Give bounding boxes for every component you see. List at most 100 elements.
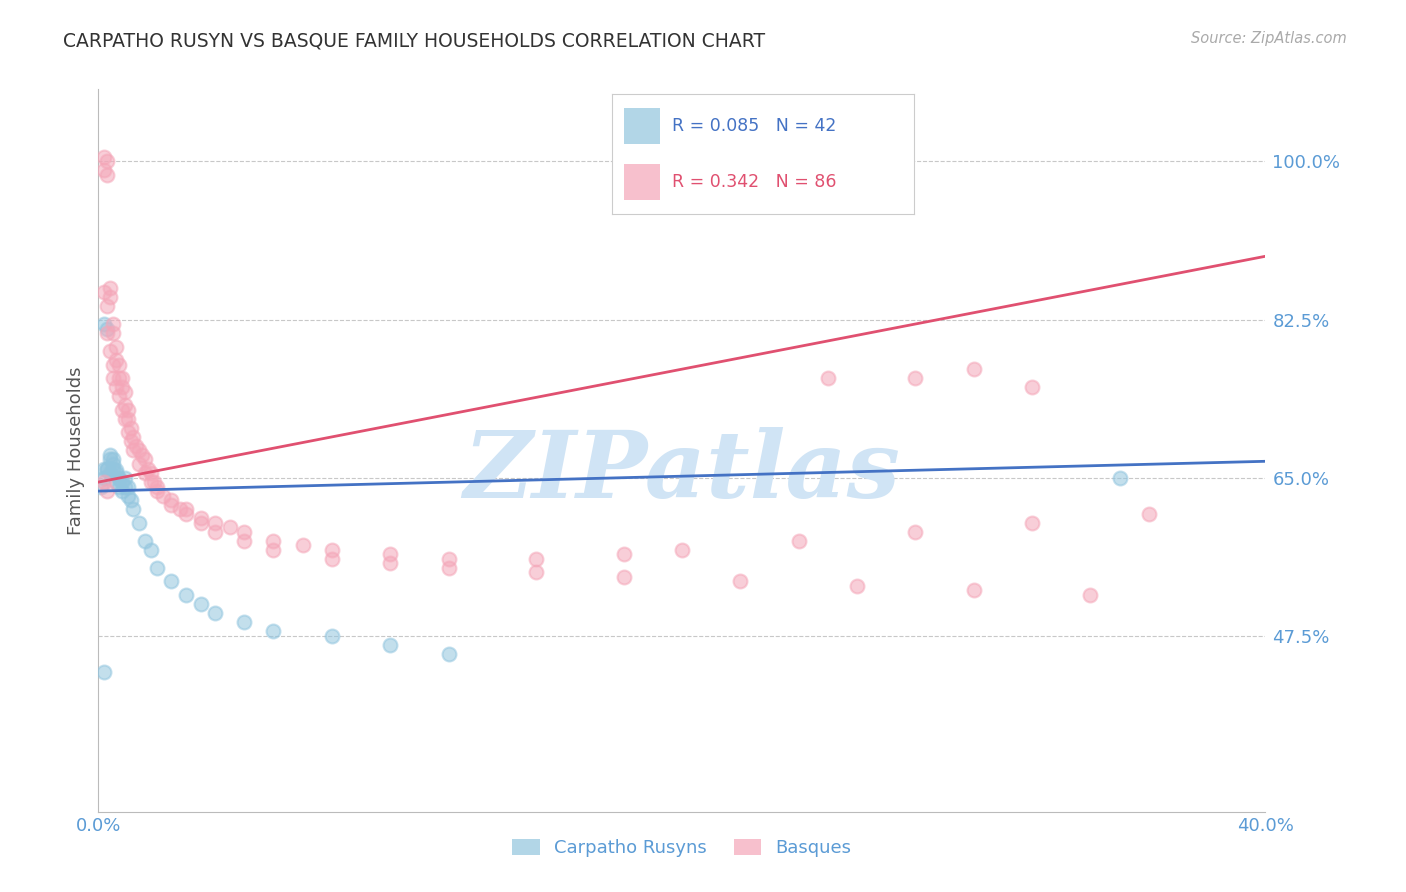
Point [104, 340, 127, 354]
Point [117, 489, 139, 503]
Point [96, 299, 118, 313]
Point [93, 150, 115, 164]
Bar [624, 163, 659, 200]
Point [111, 402, 134, 417]
Point [846, 579, 869, 593]
Point [93, 475, 115, 489]
Point [904, 371, 927, 385]
Point [111, 371, 134, 385]
Point [262, 624, 284, 639]
Point [108, 358, 131, 372]
Point [98, 290, 121, 304]
Point [1080, 588, 1102, 602]
Point [146, 561, 169, 575]
Point [104, 475, 127, 489]
Point [233, 615, 256, 629]
Point [204, 606, 226, 620]
Point [233, 533, 256, 548]
Point [128, 516, 150, 530]
Point [524, 551, 547, 566]
Point [612, 570, 634, 584]
Point [96, 461, 118, 475]
Point [139, 466, 162, 480]
Point [380, 557, 402, 571]
Point [612, 547, 634, 561]
Point [262, 542, 284, 557]
Point [114, 480, 136, 494]
Point [120, 434, 142, 449]
Text: R = 0.342   N = 86: R = 0.342 N = 86 [672, 172, 837, 191]
Point [204, 524, 226, 539]
Point [93, 461, 115, 475]
Point [962, 583, 984, 598]
Point [96, 168, 118, 182]
Point [134, 452, 156, 467]
Point [146, 480, 169, 494]
Point [104, 380, 127, 394]
Point [380, 638, 402, 652]
Point [114, 398, 136, 412]
Text: ZIPatlas: ZIPatlas [464, 427, 900, 517]
Point [111, 380, 134, 394]
Point [101, 371, 124, 385]
Point [96, 154, 118, 169]
Point [101, 317, 124, 331]
Point [108, 371, 131, 385]
Point [190, 597, 212, 611]
Point [114, 470, 136, 484]
Text: Source: ZipAtlas.com: Source: ZipAtlas.com [1191, 31, 1347, 46]
Point [117, 412, 139, 426]
Point [190, 511, 212, 525]
Point [104, 466, 127, 480]
Point [380, 547, 402, 561]
Point [101, 326, 124, 340]
Point [1137, 507, 1160, 521]
Point [321, 629, 343, 643]
Point [93, 285, 115, 300]
Point [117, 402, 139, 417]
Point [787, 533, 810, 548]
Point [93, 163, 115, 178]
Point [114, 412, 136, 426]
Point [437, 561, 460, 575]
Point [218, 520, 240, 534]
Point [108, 470, 131, 484]
Point [174, 502, 197, 516]
Point [146, 484, 169, 499]
Point [730, 574, 752, 589]
Point [190, 516, 212, 530]
Point [139, 542, 162, 557]
Point [96, 321, 118, 335]
Point [904, 524, 927, 539]
Point [108, 472, 131, 486]
Y-axis label: Family Households: Family Households [66, 367, 84, 534]
Point [108, 480, 131, 494]
Point [101, 452, 124, 467]
Point [134, 466, 156, 480]
Point [174, 507, 197, 521]
Text: CARPATHO RUSYN VS BASQUE FAMILY HOUSEHOLDS CORRELATION CHART: CARPATHO RUSYN VS BASQUE FAMILY HOUSEHOL… [63, 31, 765, 50]
Point [1108, 470, 1130, 484]
Point [98, 466, 121, 480]
Point [437, 647, 460, 661]
Point [93, 470, 115, 484]
Point [111, 475, 134, 489]
Point [114, 384, 136, 399]
Point [117, 425, 139, 440]
Point [122, 430, 145, 444]
Point [101, 461, 124, 475]
Point [122, 502, 145, 516]
Point [104, 353, 127, 368]
Point [204, 516, 226, 530]
Point [524, 566, 547, 580]
Point [93, 317, 115, 331]
Point [291, 538, 314, 552]
Point [128, 443, 150, 458]
Point [98, 281, 121, 295]
Point [233, 524, 256, 539]
Legend: Carpatho Rusyns, Basques: Carpatho Rusyns, Basques [512, 838, 852, 857]
Point [1021, 516, 1043, 530]
Point [98, 448, 121, 462]
Point [117, 480, 139, 494]
Point [962, 362, 984, 376]
